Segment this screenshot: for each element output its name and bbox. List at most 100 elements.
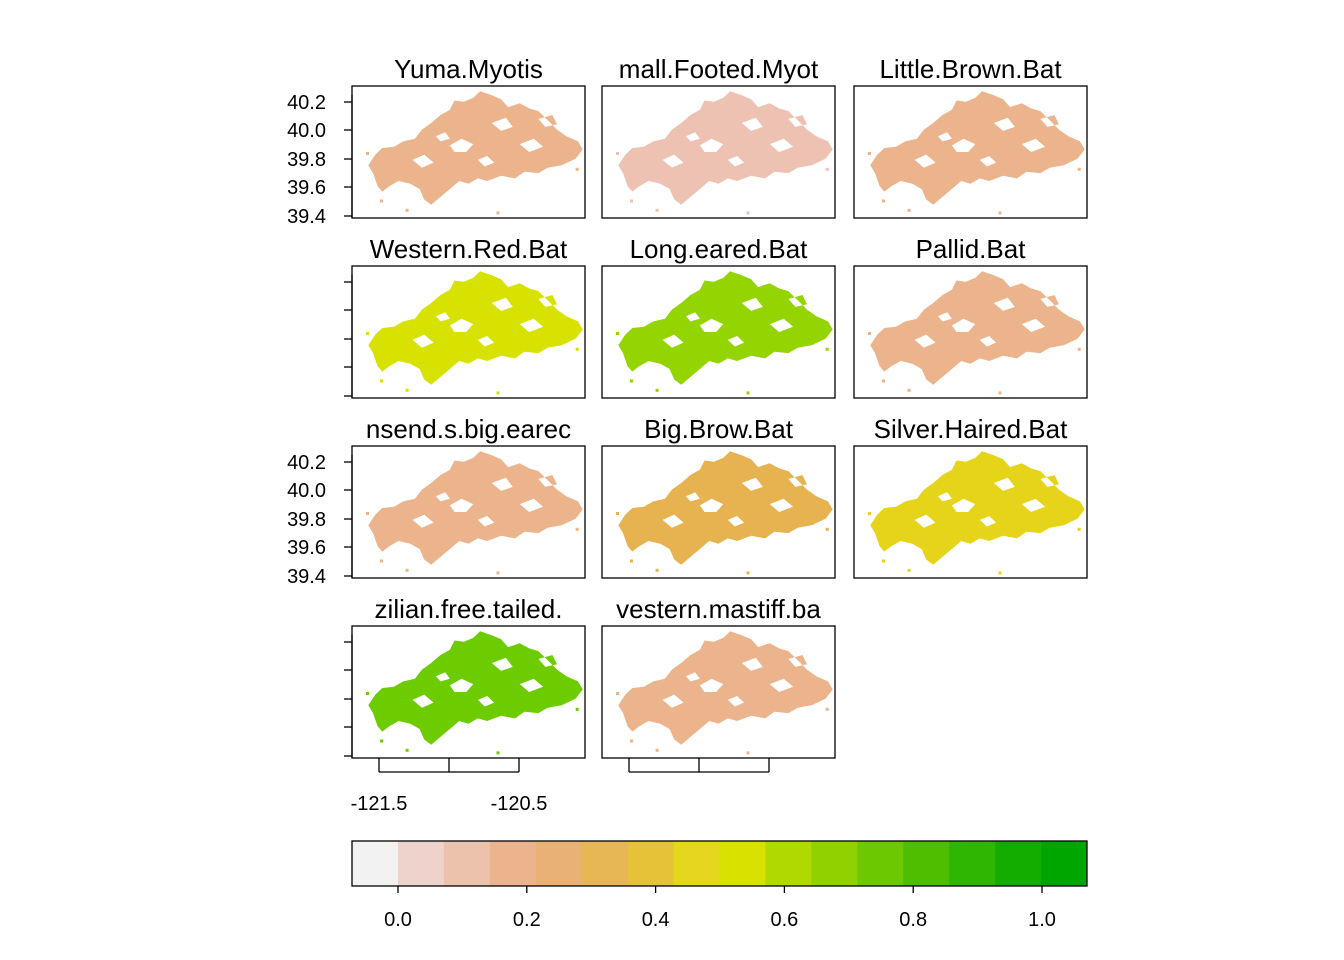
map-region — [870, 271, 1085, 385]
panel-frame — [601, 625, 836, 759]
panel-title: zilian.free.tailed. — [375, 594, 563, 624]
panel-title: vestern.mastiff.ba — [616, 594, 821, 624]
map-fragment — [496, 391, 500, 395]
colorbar-tick-label: 0.8 — [899, 909, 927, 931]
y-tick-label: 39.6 — [287, 537, 326, 559]
panel-frame — [601, 445, 836, 579]
map-fragment — [998, 571, 1002, 575]
map-fragment — [616, 692, 619, 695]
colorbar: 0.0 0.2 0.4 0.6 0.8 1.0 — [351, 840, 1088, 931]
y-tick-label: 39.4 — [287, 566, 326, 588]
panel-brazilian-free-tailed-bat: zilian.free.tailed. -121.5 -120.5 — [344, 594, 586, 815]
colorbar-tick-label: 0.0 — [384, 909, 412, 931]
colorbar-tick-label: 0.6 — [770, 909, 798, 931]
y-tick-label: 39.8 — [287, 149, 326, 171]
map-fragment — [746, 391, 750, 395]
map-fragment — [366, 152, 369, 155]
colorbar-swatch — [857, 841, 904, 886]
map-fragment — [868, 152, 871, 155]
colorbar-swatch — [627, 841, 675, 886]
panel-pallid-bat: Pallid.Bat — [853, 234, 1088, 399]
panel-title: mall.Footed.Myot — [619, 54, 819, 84]
y-tick-label: 39.6 — [287, 177, 326, 199]
panel-little-brown-bat: Little.Brown.Bat — [853, 54, 1088, 219]
panel-frame — [601, 265, 836, 399]
panel-western-red-bat: Western.Red.Bat — [344, 234, 586, 399]
map-fragment — [907, 568, 911, 572]
map-fragment — [630, 559, 633, 563]
map-fragment — [868, 332, 871, 335]
map-fragment — [366, 332, 369, 335]
panel-yuma-myotis: Yuma.Myotis 40.2 40.0 39.8 39.6 39.4 — [287, 54, 586, 228]
map-fragment — [380, 379, 383, 383]
panel-title: Little.Brown.Bat — [879, 54, 1062, 84]
colorbar-swatch — [995, 841, 1042, 886]
map-region — [618, 631, 833, 745]
map-region — [618, 451, 833, 565]
map-fragment — [616, 152, 619, 155]
map-fragment — [998, 211, 1002, 215]
panel-frame — [853, 445, 1088, 579]
panel-big-brow-bat: Big.Brow.Bat — [601, 414, 836, 579]
panel-title: Big.Brow.Bat — [644, 414, 794, 444]
map-fragment — [825, 707, 829, 711]
map-fragment — [907, 208, 911, 212]
map-fragment — [575, 527, 579, 531]
colorbar-swatch — [673, 841, 720, 886]
map-fragment — [825, 527, 829, 531]
y-tick-label: 39.8 — [287, 509, 326, 531]
colorbar-swatch — [581, 841, 629, 886]
panel-small-footed-myotis: mall.Footed.Myot — [601, 54, 836, 219]
colorbar-swatch — [489, 841, 537, 886]
map-fragment — [655, 748, 659, 752]
y-tick-label: 40.2 — [287, 452, 326, 474]
colorbar-tick-label: 1.0 — [1028, 909, 1056, 931]
colorbar-swatch — [535, 841, 583, 886]
map-fragment — [882, 379, 885, 383]
colorbar-swatch — [903, 841, 950, 886]
panel-silver-haired-bat: Silver.Haired.Bat — [853, 414, 1088, 579]
map-fragment — [380, 559, 383, 563]
colorbar-swatch — [765, 841, 812, 886]
panel-frame — [853, 265, 1088, 399]
map-region — [368, 451, 583, 565]
map-fragment — [616, 332, 619, 335]
map-fragment — [1077, 167, 1081, 171]
panel-title: Pallid.Bat — [916, 234, 1027, 264]
map-fragment — [868, 512, 871, 515]
map-fragment — [575, 347, 579, 351]
map-fragment — [746, 211, 750, 215]
map-fragment — [380, 739, 383, 743]
panel-western-mastiff-bat: vestern.mastiff.ba — [601, 594, 836, 773]
colorbar-swatch — [397, 841, 445, 886]
map-fragment — [882, 199, 885, 203]
map-fragment — [405, 208, 409, 212]
map-fragment — [825, 167, 829, 171]
map-fragment — [1077, 527, 1081, 531]
panel-long-eared-bat: Long.eared.Bat — [601, 234, 836, 399]
map-fragment — [746, 751, 750, 755]
map-fragment — [655, 208, 659, 212]
map-fragment — [882, 559, 885, 563]
map-region — [618, 91, 833, 205]
map-fragment — [998, 391, 1002, 395]
panel-townsend-s-big-eared-bat: nsend.s.big.earec 40.2 40.0 39.8 39.6 39.4 — [287, 414, 586, 588]
map-fragment — [630, 199, 633, 203]
panel-title: Yuma.Myotis — [394, 54, 543, 84]
map-fragment — [630, 379, 633, 383]
colorbar-swatch — [1041, 841, 1088, 886]
map-fragment — [655, 388, 659, 392]
map-fragment — [630, 739, 633, 743]
colorbar-swatch — [811, 841, 858, 886]
map-fragment — [746, 571, 750, 575]
y-tick-label: 40.0 — [287, 480, 326, 502]
colorbar-tick-label: 0.2 — [513, 909, 541, 931]
panel-title: nsend.s.big.earec — [366, 414, 571, 444]
y-tick-label: 40.0 — [287, 120, 326, 142]
map-fragment — [496, 751, 500, 755]
panel-title: Silver.Haired.Bat — [874, 414, 1068, 444]
map-fragment — [1077, 347, 1081, 351]
map-fragment — [366, 692, 369, 695]
map-fragment — [405, 568, 409, 572]
